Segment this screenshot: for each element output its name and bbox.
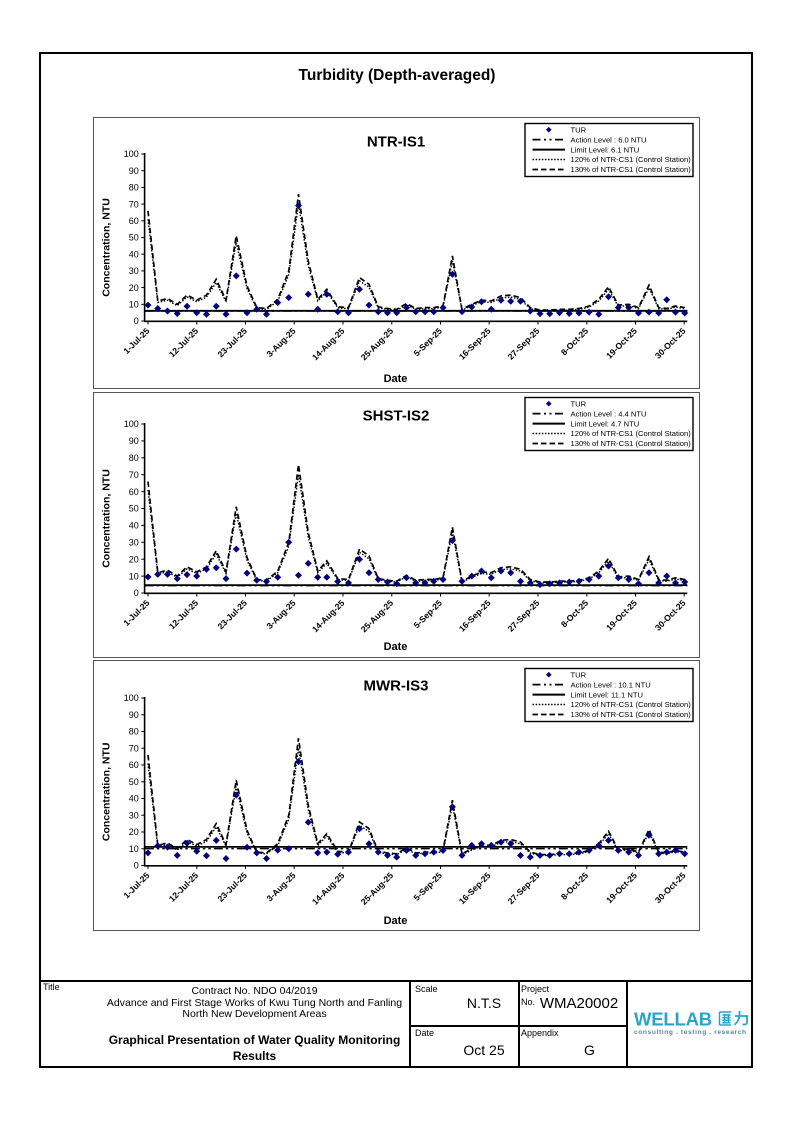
svg-text:27-Sep-25: 27-Sep-25 [506, 598, 542, 634]
svg-text:TUR: TUR [571, 125, 587, 134]
svg-text:0: 0 [134, 861, 139, 871]
svg-text:120% of NTR-CS1 (Control Stati: 120% of NTR-CS1 (Control Station) [571, 155, 692, 164]
svg-text:25-Aug-25: 25-Aug-25 [359, 598, 396, 635]
svg-text:100: 100 [124, 149, 139, 159]
svg-text:19-Oct-25: 19-Oct-25 [604, 598, 639, 633]
svg-text:30-Oct-25: 30-Oct-25 [653, 598, 688, 633]
svg-text:1-Jul-25: 1-Jul-25 [121, 326, 151, 356]
svg-text:Limit Level: 11.1 NTU: Limit Level: 11.1 NTU [571, 690, 643, 699]
svg-text:12-Jul-25: 12-Jul-25 [167, 326, 201, 360]
svg-text:Concentration, NTU: Concentration, NTU [101, 198, 113, 297]
svg-text:19-Oct-25: 19-Oct-25 [604, 870, 639, 905]
svg-text:Action Level : 6.0 NTU: Action Level : 6.0 NTU [571, 135, 647, 144]
svg-text:WELLAB: WELLAB [634, 1009, 712, 1030]
svg-text:8-Oct-25: 8-Oct-25 [559, 870, 591, 902]
svg-text:10: 10 [129, 571, 139, 581]
svg-text:5-Sep-25: 5-Sep-25 [412, 870, 445, 903]
svg-text:consulting . testing . researc: consulting . testing . research [634, 1029, 747, 1036]
svg-text:90: 90 [129, 166, 139, 176]
svg-text:130% of NTR-CS1 (Control Stati: 130% of NTR-CS1 (Control Station) [571, 165, 692, 174]
svg-text:25-Aug-25: 25-Aug-25 [359, 870, 396, 907]
svg-text:5-Sep-25: 5-Sep-25 [412, 326, 445, 359]
svg-text:60: 60 [129, 487, 139, 497]
svg-text:60: 60 [129, 216, 139, 226]
svg-text:90: 90 [129, 710, 139, 720]
svg-text:Action Level : 10.1 NTU: Action Level : 10.1 NTU [571, 680, 651, 689]
svg-text:27-Sep-25: 27-Sep-25 [506, 326, 542, 362]
svg-text:100: 100 [124, 419, 139, 429]
svg-text:12-Jul-25: 12-Jul-25 [167, 870, 201, 904]
svg-text:80: 80 [129, 453, 139, 463]
svg-text:1-Jul-25: 1-Jul-25 [121, 598, 151, 628]
svg-text:30-Oct-25: 30-Oct-25 [653, 326, 688, 361]
svg-text:130% of NTR-CS1 (Control Stati: 130% of NTR-CS1 (Control Station) [571, 439, 692, 448]
svg-text:5-Sep-25: 5-Sep-25 [412, 598, 445, 631]
svg-text:27-Sep-25: 27-Sep-25 [506, 870, 542, 906]
svg-text:12-Jul-25: 12-Jul-25 [167, 598, 201, 632]
svg-text:40: 40 [129, 521, 139, 531]
svg-text:100: 100 [124, 693, 139, 703]
svg-text:Limit Level: 4.7 NTU: Limit Level: 4.7 NTU [571, 419, 640, 428]
svg-text:3-Aug-25: 3-Aug-25 [265, 870, 298, 903]
svg-text:SHST-IS2: SHST-IS2 [363, 408, 430, 425]
svg-text:70: 70 [129, 744, 139, 754]
svg-text:50: 50 [129, 777, 139, 787]
svg-text:14-Aug-25: 14-Aug-25 [310, 598, 347, 635]
svg-text:0: 0 [134, 588, 139, 598]
svg-text:20: 20 [129, 283, 139, 293]
svg-text:25-Aug-25: 25-Aug-25 [359, 326, 396, 363]
svg-text:Limit Level: 6.1 NTU: Limit Level: 6.1 NTU [571, 145, 640, 154]
svg-text:30-Oct-25: 30-Oct-25 [653, 870, 688, 905]
svg-text:8-Oct-25: 8-Oct-25 [559, 326, 591, 358]
svg-text:23-Jul-25: 23-Jul-25 [215, 870, 249, 904]
svg-text:20: 20 [129, 827, 139, 837]
svg-text:0: 0 [134, 316, 139, 326]
svg-text:130% of NTR-CS1 (Control Stati: 130% of NTR-CS1 (Control Station) [571, 710, 692, 719]
svg-text:Date: Date [384, 915, 408, 927]
svg-text:10: 10 [129, 300, 139, 310]
svg-text:120% of NTR-CS1 (Control Stati: 120% of NTR-CS1 (Control Station) [571, 700, 692, 709]
svg-text:16-Sep-25: 16-Sep-25 [457, 326, 493, 362]
svg-text:Action Level : 4.4 NTU: Action Level : 4.4 NTU [571, 409, 647, 418]
svg-text:3-Aug-25: 3-Aug-25 [265, 326, 298, 359]
svg-text:1-Jul-25: 1-Jul-25 [121, 870, 151, 900]
svg-text:80: 80 [129, 727, 139, 737]
svg-text:50: 50 [129, 233, 139, 243]
svg-text:16-Sep-25: 16-Sep-25 [457, 870, 493, 906]
svg-text:3-Aug-25: 3-Aug-25 [265, 598, 298, 631]
svg-text:8-Oct-25: 8-Oct-25 [559, 598, 591, 630]
svg-text:90: 90 [129, 436, 139, 446]
svg-text:60: 60 [129, 760, 139, 770]
svg-text:23-Jul-25: 23-Jul-25 [215, 326, 249, 360]
svg-text:30: 30 [129, 538, 139, 548]
svg-text:40: 40 [129, 794, 139, 804]
svg-text:120% of NTR-CS1 (Control Stati: 120% of NTR-CS1 (Control Station) [571, 429, 692, 438]
svg-text:TUR: TUR [571, 670, 587, 679]
svg-text:14-Aug-25: 14-Aug-25 [310, 870, 347, 907]
svg-text:70: 70 [129, 199, 139, 209]
svg-text:14-Aug-25: 14-Aug-25 [310, 326, 347, 363]
svg-text:50: 50 [129, 504, 139, 514]
svg-text:16-Sep-25: 16-Sep-25 [457, 598, 493, 634]
svg-text:Concentration, NTU: Concentration, NTU [101, 743, 113, 842]
svg-text:MWR-IS3: MWR-IS3 [364, 678, 429, 695]
svg-text:40: 40 [129, 249, 139, 259]
svg-text:30: 30 [129, 266, 139, 276]
svg-text:NTR-IS1: NTR-IS1 [367, 134, 425, 151]
svg-text:19-Oct-25: 19-Oct-25 [604, 326, 639, 361]
svg-text:30: 30 [129, 810, 139, 820]
svg-text:10: 10 [129, 844, 139, 854]
svg-text:20: 20 [129, 554, 139, 564]
svg-text:Date: Date [384, 373, 408, 385]
svg-text:70: 70 [129, 470, 139, 480]
svg-text:23-Jul-25: 23-Jul-25 [215, 598, 249, 632]
svg-text:Concentration, NTU: Concentration, NTU [101, 469, 113, 568]
svg-text:80: 80 [129, 183, 139, 193]
svg-text:TUR: TUR [571, 399, 587, 408]
svg-text:Date: Date [384, 641, 408, 653]
